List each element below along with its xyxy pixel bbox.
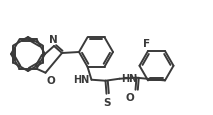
Text: N: N <box>49 35 57 45</box>
Text: S: S <box>103 97 110 107</box>
Text: HN: HN <box>121 73 138 83</box>
Text: O: O <box>126 92 134 102</box>
Text: F: F <box>143 39 151 49</box>
Text: HN: HN <box>73 74 89 84</box>
Text: O: O <box>46 75 55 85</box>
